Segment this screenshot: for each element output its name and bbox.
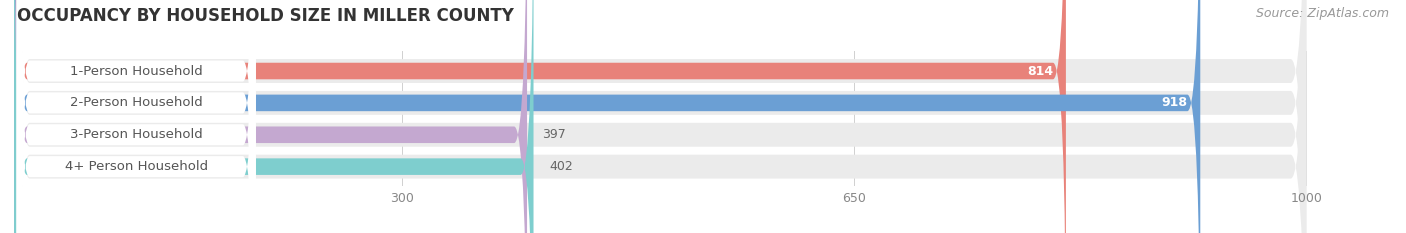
FancyBboxPatch shape [14,0,1306,233]
Text: 3-Person Household: 3-Person Household [70,128,202,141]
Text: 1-Person Household: 1-Person Household [70,65,202,78]
Text: 2-Person Household: 2-Person Household [70,96,202,110]
FancyBboxPatch shape [14,0,1201,233]
FancyBboxPatch shape [14,0,1306,233]
Text: Source: ZipAtlas.com: Source: ZipAtlas.com [1256,7,1389,20]
Text: 4+ Person Household: 4+ Person Household [65,160,208,173]
FancyBboxPatch shape [14,0,1306,233]
FancyBboxPatch shape [14,0,1066,233]
Text: 918: 918 [1161,96,1187,110]
Text: 402: 402 [548,160,572,173]
FancyBboxPatch shape [14,0,1306,233]
Text: 397: 397 [543,128,567,141]
FancyBboxPatch shape [17,0,256,233]
FancyBboxPatch shape [17,0,256,233]
Text: 814: 814 [1026,65,1053,78]
FancyBboxPatch shape [14,0,533,233]
FancyBboxPatch shape [17,0,256,233]
FancyBboxPatch shape [17,0,256,233]
Text: OCCUPANCY BY HOUSEHOLD SIZE IN MILLER COUNTY: OCCUPANCY BY HOUSEHOLD SIZE IN MILLER CO… [17,7,513,25]
FancyBboxPatch shape [14,0,527,233]
